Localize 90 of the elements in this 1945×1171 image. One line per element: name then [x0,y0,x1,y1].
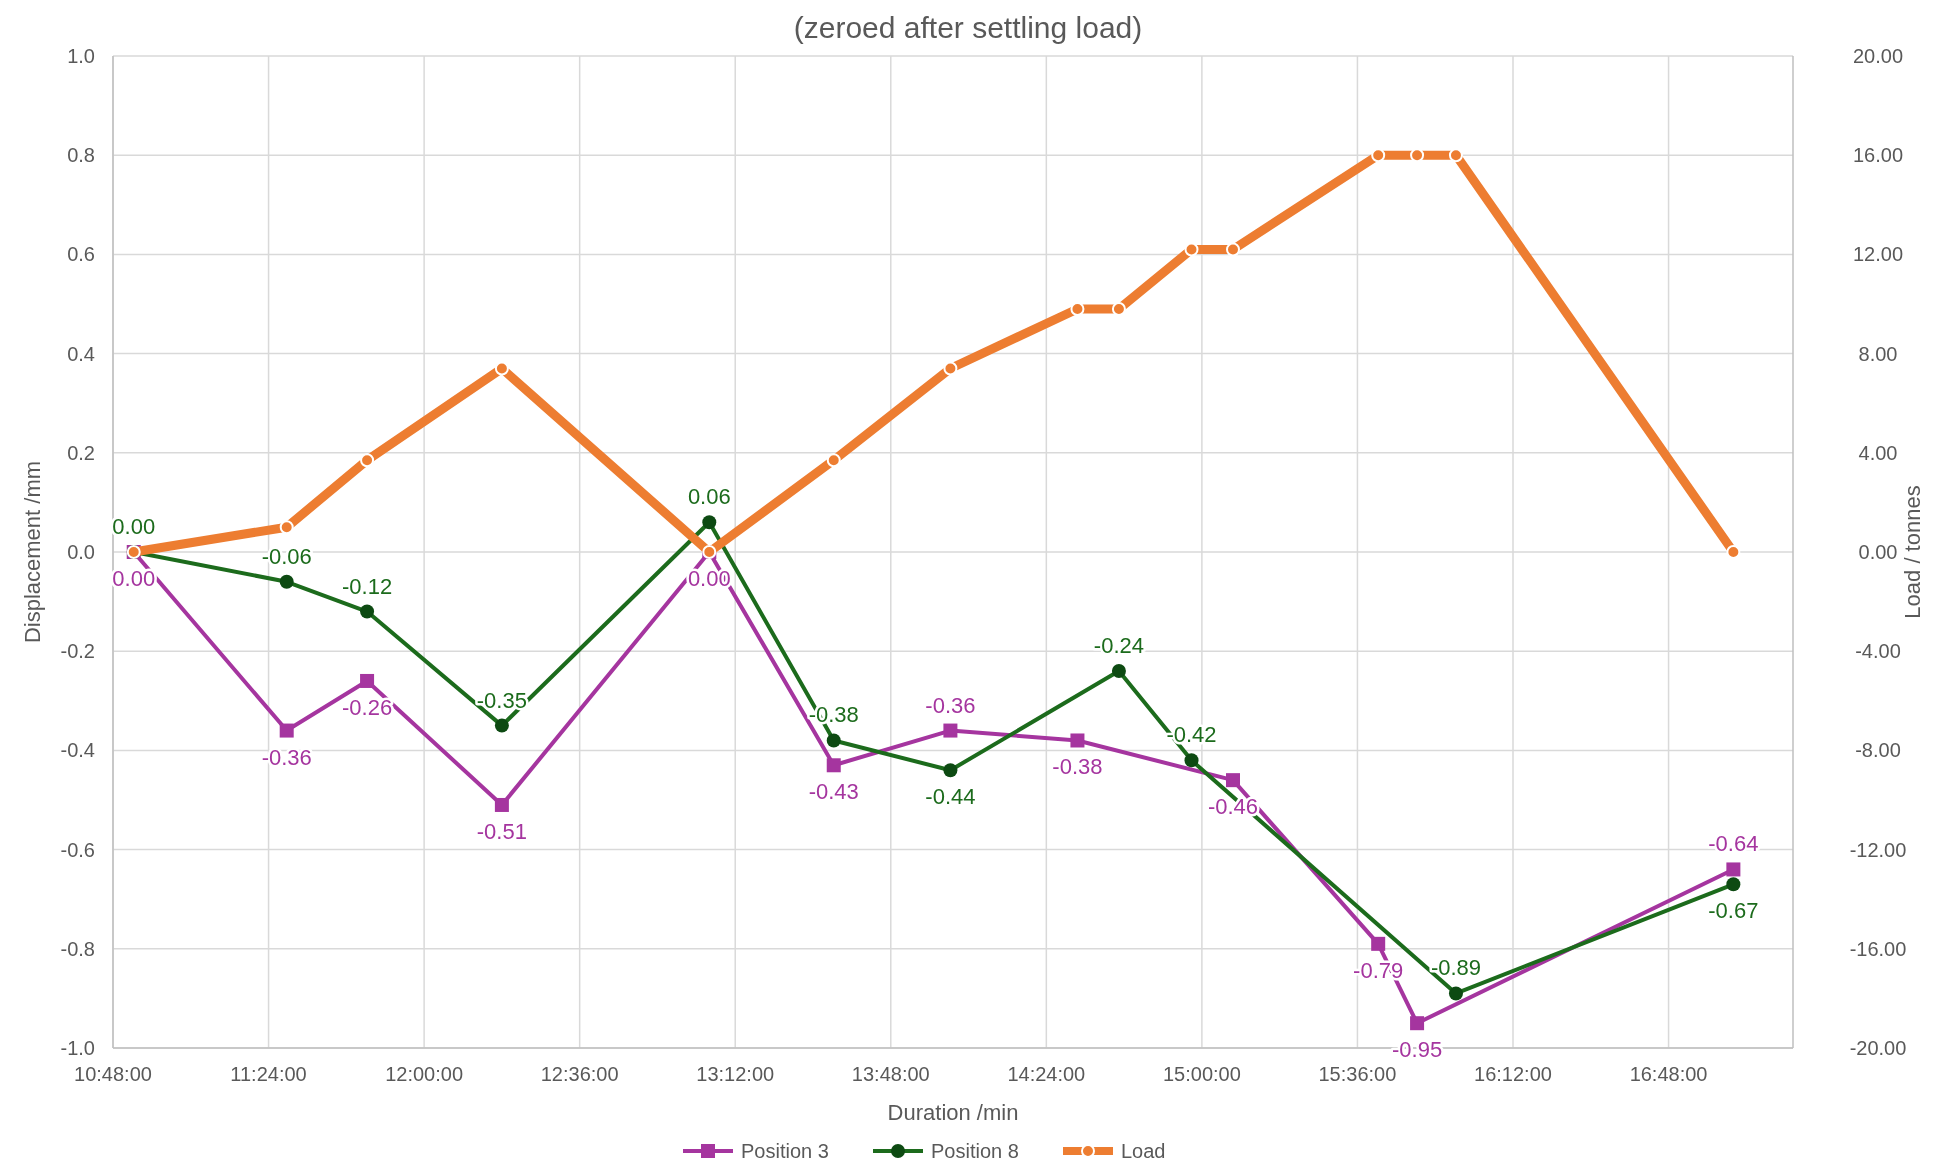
data-label: -0.36 [925,692,976,718]
y2-tick-label: -8.00 [1855,739,1901,762]
point [1184,242,1199,257]
point [494,797,509,812]
legend-label: Load [1121,1140,1166,1162]
data-label: -0.67 [1708,898,1759,924]
point [943,361,958,376]
chart-title: (zeroed after settling load) [793,11,1143,44]
data-label: -0.26 [342,694,393,720]
point [494,718,509,733]
x-tick-label: 15:00:00 [1162,1063,1241,1085]
data-label: -0.89 [1430,955,1482,981]
point [826,758,841,773]
point [1184,753,1199,768]
point [702,515,717,530]
point [1448,148,1463,163]
y2-tick-label: 20.00 [1852,45,1904,67]
y-axis-title: Displacement /mm [20,460,45,644]
y2-tick-label: 16.00 [1852,144,1904,167]
y2-axis-title: Load / tonnes [1900,485,1925,619]
y2-tick-label: -16.00 [1849,937,1907,960]
point [279,574,294,589]
x-tick-label: 16:48:00 [1629,1063,1708,1085]
point [360,453,375,468]
point [1371,936,1386,951]
data-label: 0.00 [112,566,156,591]
data-label: -0.95 [1392,1037,1443,1063]
point [1726,545,1741,559]
point [1371,148,1386,163]
y2-tick-label: 4.00 [1858,441,1898,464]
point [1070,733,1085,748]
point [943,763,958,778]
y-tick-label: -0.4 [60,739,95,762]
y-tick-label: 1.0 [67,45,95,67]
point [279,520,294,535]
y-tick-label: 0.0 [67,541,95,563]
point [943,723,958,738]
x-tick-label: 10:48:00 [74,1063,152,1085]
y2-tick-label: -4.00 [1855,640,1901,663]
point [1726,877,1741,892]
y-tick-label: -1.0 [60,1037,95,1059]
x-tick-label: 13:12:00 [696,1063,775,1085]
x-tick-label: 12:00:00 [385,1063,464,1085]
data-label: -0.36 [261,744,312,770]
x-tick-label: 14:24:00 [1007,1063,1086,1085]
point [1111,664,1126,679]
x-tick-label: 13:48:00 [851,1063,930,1085]
y-tick-label: 0.4 [67,342,95,365]
y2-tick-label: -20.00 [1849,1037,1907,1059]
point [1448,986,1463,1001]
data-label: -0.12 [342,573,393,599]
data-label: -0.51 [476,818,527,844]
data-label: -0.06 [261,543,312,569]
point [360,604,375,619]
x-tick-label: 12:36:00 [540,1063,619,1085]
y-tick-label: -0.8 [60,937,95,960]
data-label: -0.24 [1093,633,1144,659]
data-label: -0.38 [1052,754,1103,780]
data-label: -0.35 [476,687,527,713]
x-tick-label: 11:24:00 [230,1063,307,1085]
data-label: -0.43 [808,779,859,805]
x-axis-title: Duration /min [887,1100,1019,1125]
point [1111,301,1126,316]
y-tick-label: 0.8 [67,144,95,167]
point [360,673,375,688]
y2-tick-label: -12.00 [1849,838,1907,861]
data-label: 0.06 [687,484,731,510]
y-tick-label: 0.6 [67,243,95,266]
y2-tick-label: 8.00 [1858,342,1898,365]
data-label: -0.64 [1708,831,1759,857]
legend-label: Position 3 [741,1140,829,1162]
y-tick-label: -0.2 [60,640,95,663]
y-tick-label: -0.6 [60,838,95,861]
point [1226,773,1240,788]
y2-tick-label: 12.00 [1852,243,1904,266]
x-tick-label: 16:12:00 [1474,1063,1552,1085]
legend-label: Position 8 [931,1140,1019,1162]
x-tick-label: 15:36:00 [1318,1063,1397,1085]
y2-tick-label: 0.00 [1858,541,1898,563]
data-label: -0.44 [925,784,976,810]
point [1726,862,1741,877]
point [494,361,509,376]
point [279,723,294,738]
point [826,453,841,468]
point [1410,1016,1425,1031]
point [1410,148,1425,163]
data-label: 0.00 [112,514,156,539]
y-tick-label: 0.2 [67,441,95,464]
point [826,733,841,748]
point [1226,242,1240,257]
